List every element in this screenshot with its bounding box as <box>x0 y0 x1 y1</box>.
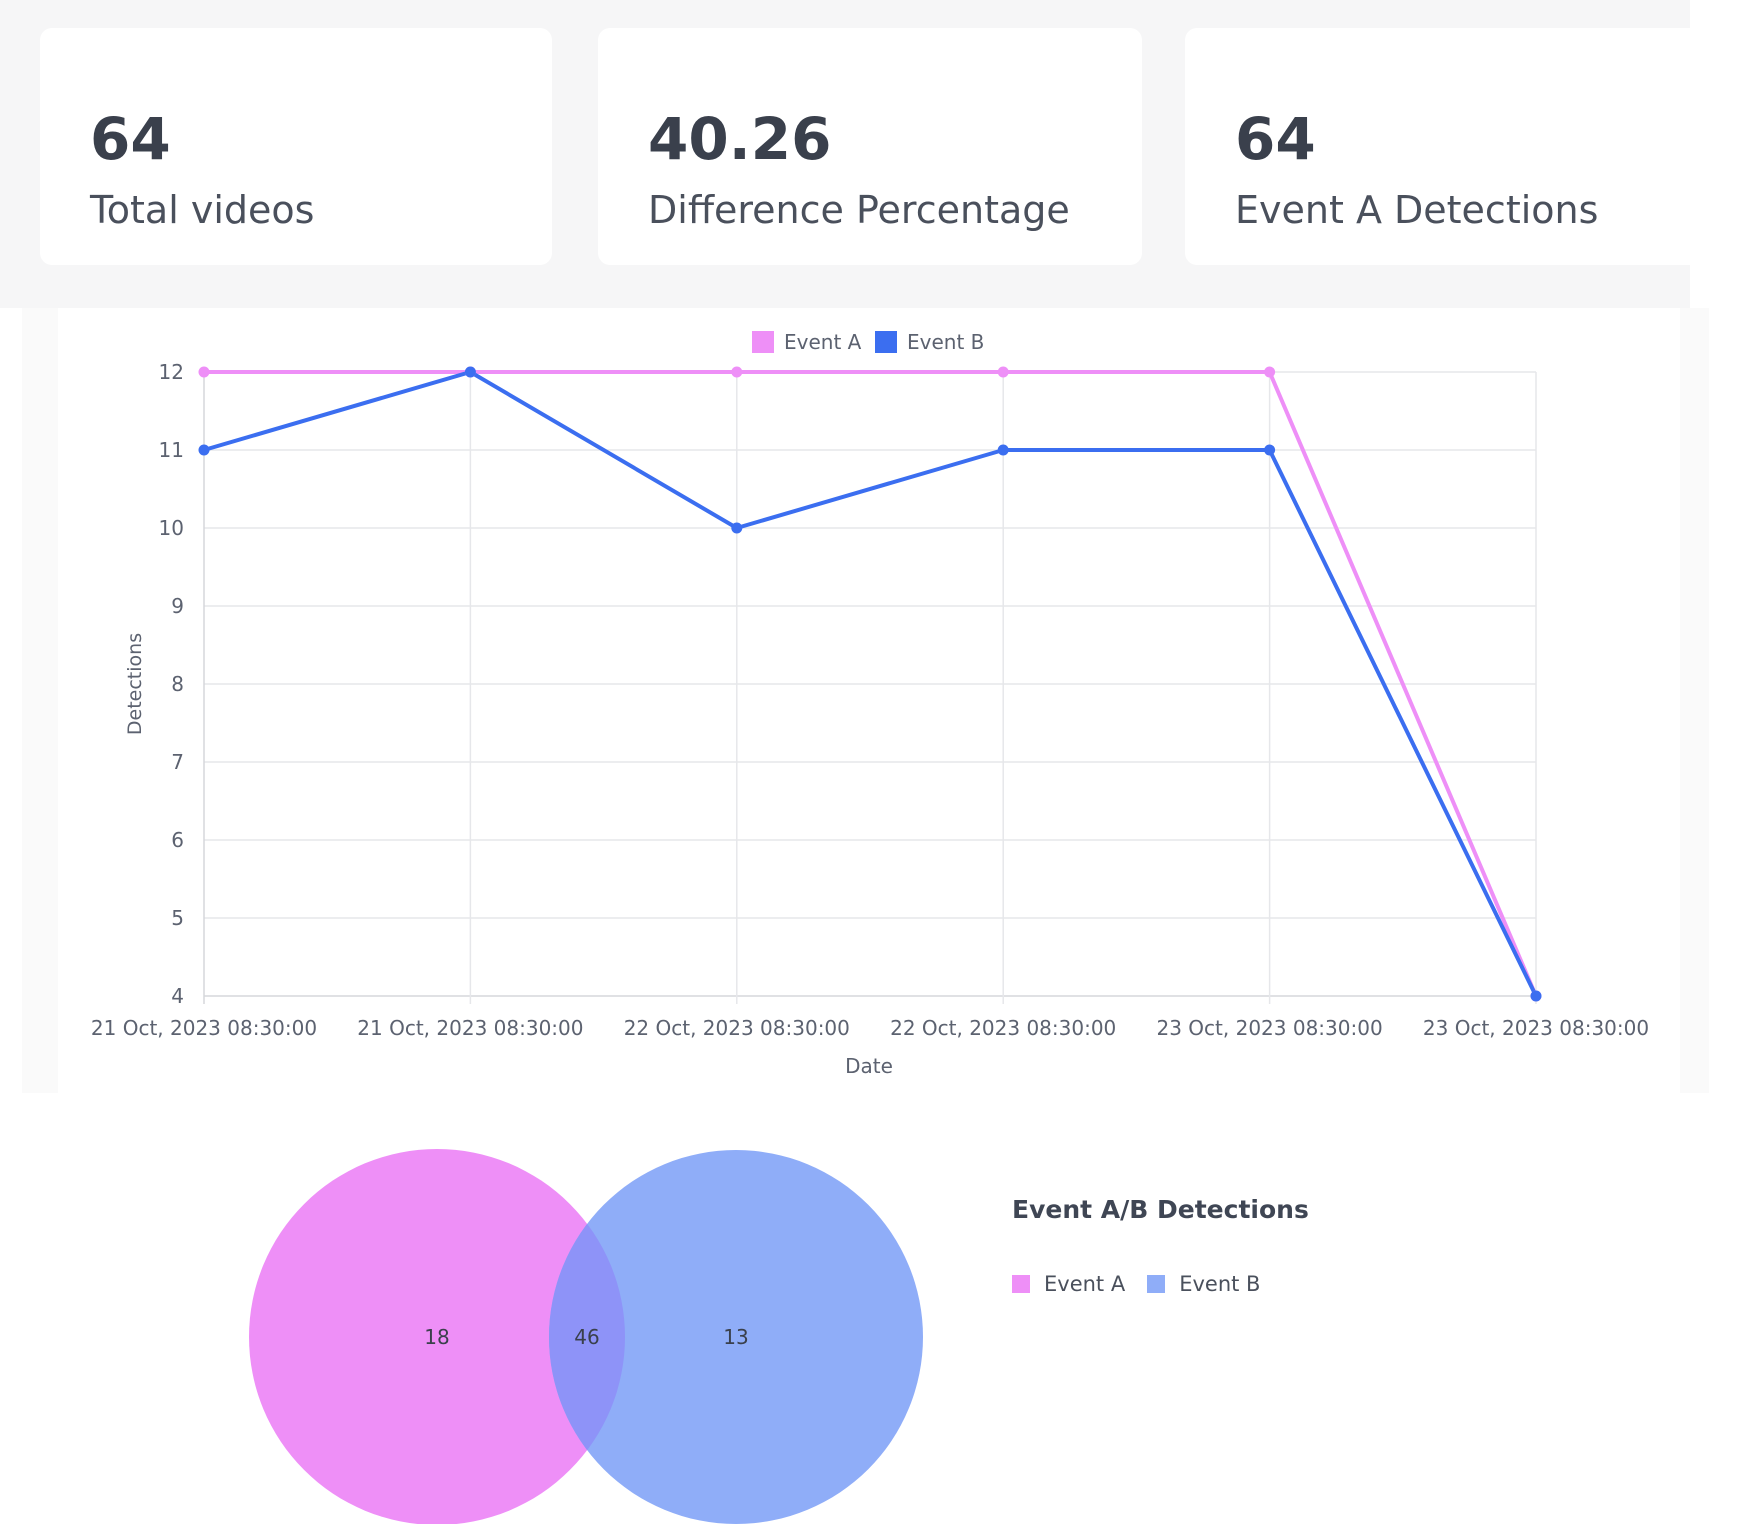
x-tick-label: 23 Oct, 2023 08:30:00 <box>1423 1016 1649 1040</box>
stat-value: 40.26 <box>648 105 832 173</box>
stat-label: Total videos <box>90 188 315 232</box>
y-tick-label: 8 <box>171 672 184 696</box>
data-point-event-a[interactable] <box>1264 366 1276 378</box>
legend-swatch-event-b[interactable] <box>875 331 897 353</box>
y-tick-label: 12 <box>159 360 184 384</box>
x-tick-label: 21 Oct, 2023 08:30:00 <box>357 1016 583 1040</box>
venn-circle-event-b[interactable] <box>549 1150 923 1524</box>
data-point-event-b[interactable] <box>1264 444 1276 456</box>
chart-grid <box>203 371 1537 1004</box>
data-point-event-b[interactable] <box>731 522 743 534</box>
x-tick-label: 23 Oct, 2023 08:30:00 <box>1157 1016 1383 1040</box>
venn-legend-swatch-event-a <box>1012 1275 1030 1293</box>
line-chart: Event A Event B 4 5 6 7 8 9 10 11 12 21 Oct, 202… <box>91 330 1649 1078</box>
legend-label-event-b[interactable]: Event B <box>907 330 984 354</box>
y-tick-label: 4 <box>171 984 184 1008</box>
series-line-event-a <box>204 370 1538 997</box>
legend-swatch-event-a[interactable] <box>752 331 774 353</box>
stat-value: 64 <box>1235 105 1316 173</box>
y-tick-label: 9 <box>171 594 184 618</box>
y-tick-label: 10 <box>159 516 184 540</box>
venn-title: Event A/B Detections <box>1012 1195 1309 1224</box>
stat-card-difference-percentage: 40.26 Difference Percentage <box>598 28 1142 265</box>
data-point-event-b[interactable] <box>198 444 210 456</box>
data-point-event-b[interactable] <box>464 366 476 378</box>
venn-legend-label-event-b: Event B <box>1179 1272 1261 1296</box>
data-point-event-b[interactable] <box>1530 990 1542 1002</box>
stat-value: 64 <box>90 105 171 173</box>
y-tick-label: 7 <box>171 750 184 774</box>
legend-label-event-a[interactable]: Event A <box>784 330 862 354</box>
y-tick-label: 6 <box>171 828 184 852</box>
x-axis-ticks: 21 Oct, 2023 08:30:00 21 Oct, 2023 08:30:… <box>91 1016 1649 1040</box>
chart-legend[interactable]: Event A Event B <box>752 330 984 354</box>
venn-circle-event-a[interactable] <box>249 1149 625 1524</box>
data-point-event-a[interactable] <box>731 366 743 378</box>
x-tick-label: 22 Oct, 2023 08:30:00 <box>890 1016 1116 1040</box>
stat-label: Difference Percentage <box>648 188 1070 232</box>
venn-legend-item-event-b[interactable]: Event B <box>1147 1272 1260 1296</box>
x-tick-label: 21 Oct, 2023 08:30:00 <box>91 1016 317 1040</box>
x-axis-label: Date <box>845 1054 893 1078</box>
y-axis-ticks: 4 5 6 7 8 9 10 11 12 <box>159 360 184 1008</box>
venn-legend-item-event-a[interactable]: Event A <box>1012 1272 1125 1296</box>
series-line-event-b <box>203 370 1538 997</box>
y-tick-label: 5 <box>171 906 184 930</box>
y-tick-label: 11 <box>159 438 184 462</box>
venn-legend[interactable]: Event A Event B <box>1012 1272 1282 1296</box>
chart-series <box>198 366 1542 1002</box>
venn-legend-swatch-event-b <box>1147 1275 1166 1293</box>
venn-legend-label-event-a: Event A <box>1044 1272 1126 1296</box>
data-point-event-a[interactable] <box>198 366 210 378</box>
data-point-event-b[interactable] <box>997 444 1009 456</box>
stat-label: Event A Detections <box>1235 188 1599 232</box>
stat-card-total-videos: 64 Total videos <box>40 28 552 265</box>
stat-card-event-a-detections: 64 Event A Detections <box>1185 28 1690 265</box>
x-tick-label: 22 Oct, 2023 08:30:00 <box>624 1016 850 1040</box>
data-point-event-a[interactable] <box>997 366 1009 378</box>
y-axis-label: Detections <box>124 633 146 735</box>
